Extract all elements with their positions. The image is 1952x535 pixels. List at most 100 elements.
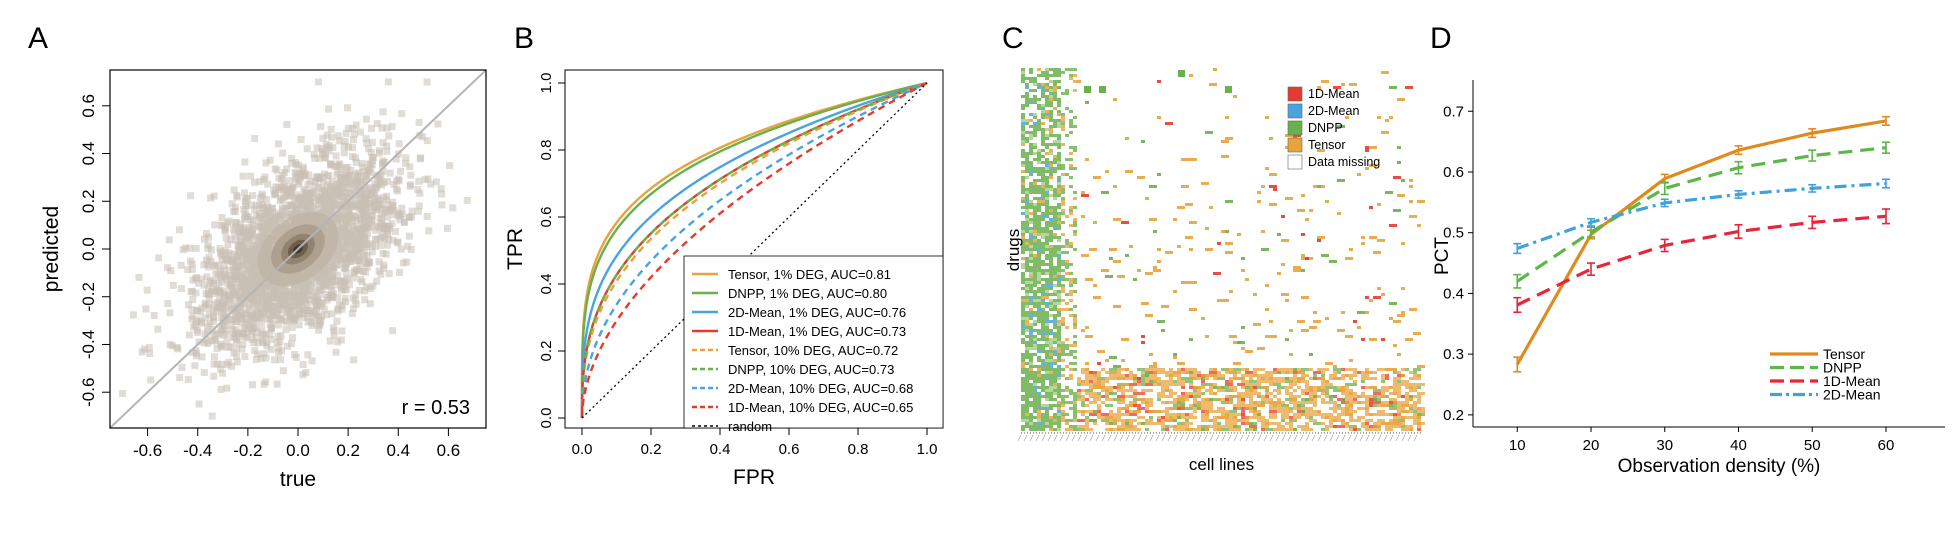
scatter-point xyxy=(356,240,364,248)
scatter-point xyxy=(337,277,345,285)
scatter-point xyxy=(142,305,150,313)
scatter-point xyxy=(341,175,349,183)
heatmap-cell xyxy=(1237,407,1241,410)
heatmap-cell xyxy=(1109,410,1113,413)
heatmap-cell xyxy=(1021,287,1025,290)
heatmap-cell xyxy=(1049,149,1053,152)
heatmap-cell xyxy=(1141,302,1149,305)
heatmap-cell xyxy=(1057,329,1061,332)
heatmap-cell xyxy=(1233,407,1237,410)
heatmap-cell xyxy=(1213,368,1217,371)
heatmap-cell xyxy=(1021,410,1025,413)
scatter-point xyxy=(249,299,257,307)
heatmap-cell xyxy=(1249,392,1253,395)
heatmap-cell xyxy=(1381,380,1385,383)
scatter-point xyxy=(365,145,373,153)
heatmap-cell xyxy=(1057,365,1061,368)
heatmap-cell xyxy=(1033,245,1037,248)
heatmap-cell xyxy=(1289,329,1293,332)
scatter-point xyxy=(352,300,360,308)
heatmap-cell xyxy=(1069,353,1073,356)
heatmap-cell xyxy=(1057,410,1061,413)
heatmap-cell xyxy=(1069,77,1073,80)
heatmap-cell xyxy=(1069,152,1073,155)
heatmap-cell xyxy=(1053,119,1057,122)
heatmap-cell xyxy=(1081,395,1085,398)
heatmap-cell xyxy=(1241,257,1245,260)
heatmap-cell xyxy=(1117,374,1125,377)
scatter-point xyxy=(343,194,351,202)
heatmap-cell xyxy=(1333,365,1337,368)
heatmap-cell xyxy=(1057,302,1061,305)
heatmap-cell xyxy=(1073,281,1077,284)
heatmap-cell xyxy=(1029,401,1033,404)
heatmap-cell xyxy=(1033,311,1037,314)
scatter-point xyxy=(301,171,309,179)
heatmap-cell xyxy=(1021,428,1025,431)
heatmap-cell xyxy=(1109,374,1117,377)
scatter-point xyxy=(368,241,376,249)
scatter-point xyxy=(338,218,346,226)
heatmap-cell xyxy=(1025,350,1029,353)
legend-label: 1D-Mean, 1% DEG, AUC=0.73 xyxy=(728,324,906,339)
heatmap-cell xyxy=(1245,350,1253,353)
heatmap-cell xyxy=(1161,305,1169,308)
heatmap-cell xyxy=(1217,398,1221,401)
heatmap-cell xyxy=(1105,377,1113,380)
heatmap-cell xyxy=(1057,167,1061,170)
heatmap-cell xyxy=(1157,419,1161,422)
heatmap-cell xyxy=(1041,86,1045,89)
scatter-point xyxy=(195,400,203,408)
scatter-point xyxy=(225,290,233,298)
heatmap-cell xyxy=(1205,425,1213,428)
heatmap-cell xyxy=(1105,359,1109,362)
heatmap-cell xyxy=(1049,299,1053,302)
heatmap-cell xyxy=(1409,215,1417,218)
heatmap-cell xyxy=(1021,68,1025,71)
heatmap-cell xyxy=(1029,80,1033,83)
heatmap-cell xyxy=(1225,416,1229,419)
scatter-point xyxy=(359,253,367,261)
heatmap-cell xyxy=(1273,377,1277,380)
heatmap-cell xyxy=(1317,395,1321,398)
scatter-point xyxy=(347,238,355,246)
heatmap-cell xyxy=(1361,374,1365,377)
heatmap-cell xyxy=(1073,68,1077,71)
heatmap-cell xyxy=(1029,161,1033,164)
heatmap-cell xyxy=(1025,416,1029,419)
heatmap-cell xyxy=(1033,203,1037,206)
heatmap-cell xyxy=(1057,422,1061,425)
heatmap-cell xyxy=(1173,218,1177,221)
scatter-point xyxy=(311,182,319,190)
heatmap-cell xyxy=(1049,422,1053,425)
scatter-point xyxy=(239,229,247,237)
heatmap-cell xyxy=(1325,362,1333,365)
heatmap-cell xyxy=(1045,248,1049,251)
heatmap-cell xyxy=(1021,131,1025,134)
scatter-point xyxy=(235,272,243,280)
heatmap-cell xyxy=(1037,104,1041,107)
heatmap-cell xyxy=(1025,215,1029,218)
scatter-point xyxy=(241,289,249,297)
heatmap-cell xyxy=(1041,200,1045,203)
heatmap-cell xyxy=(1349,359,1353,362)
heatmap-cell xyxy=(1225,398,1229,401)
scatter-point xyxy=(346,213,354,221)
heatmap-cell xyxy=(1061,275,1065,278)
scatter-point xyxy=(295,311,303,319)
scatter-point xyxy=(322,269,330,277)
heatmap-cell xyxy=(1093,395,1097,398)
heatmap-cell xyxy=(1053,302,1057,305)
heatmap-cell xyxy=(1049,221,1053,224)
heatmap-cell xyxy=(1033,158,1037,161)
heatmap-cell xyxy=(1021,242,1025,245)
heatmap-cell xyxy=(1021,320,1025,323)
heatmap-cell xyxy=(1057,356,1061,359)
heatmap-cell xyxy=(1057,152,1061,155)
heatmap-cell xyxy=(1021,206,1025,209)
heatmap-cell xyxy=(1393,383,1401,386)
scatter-point xyxy=(241,352,249,360)
scatter-point xyxy=(353,257,361,265)
scatter-point xyxy=(357,276,365,284)
heatmap-cell xyxy=(1269,422,1273,425)
